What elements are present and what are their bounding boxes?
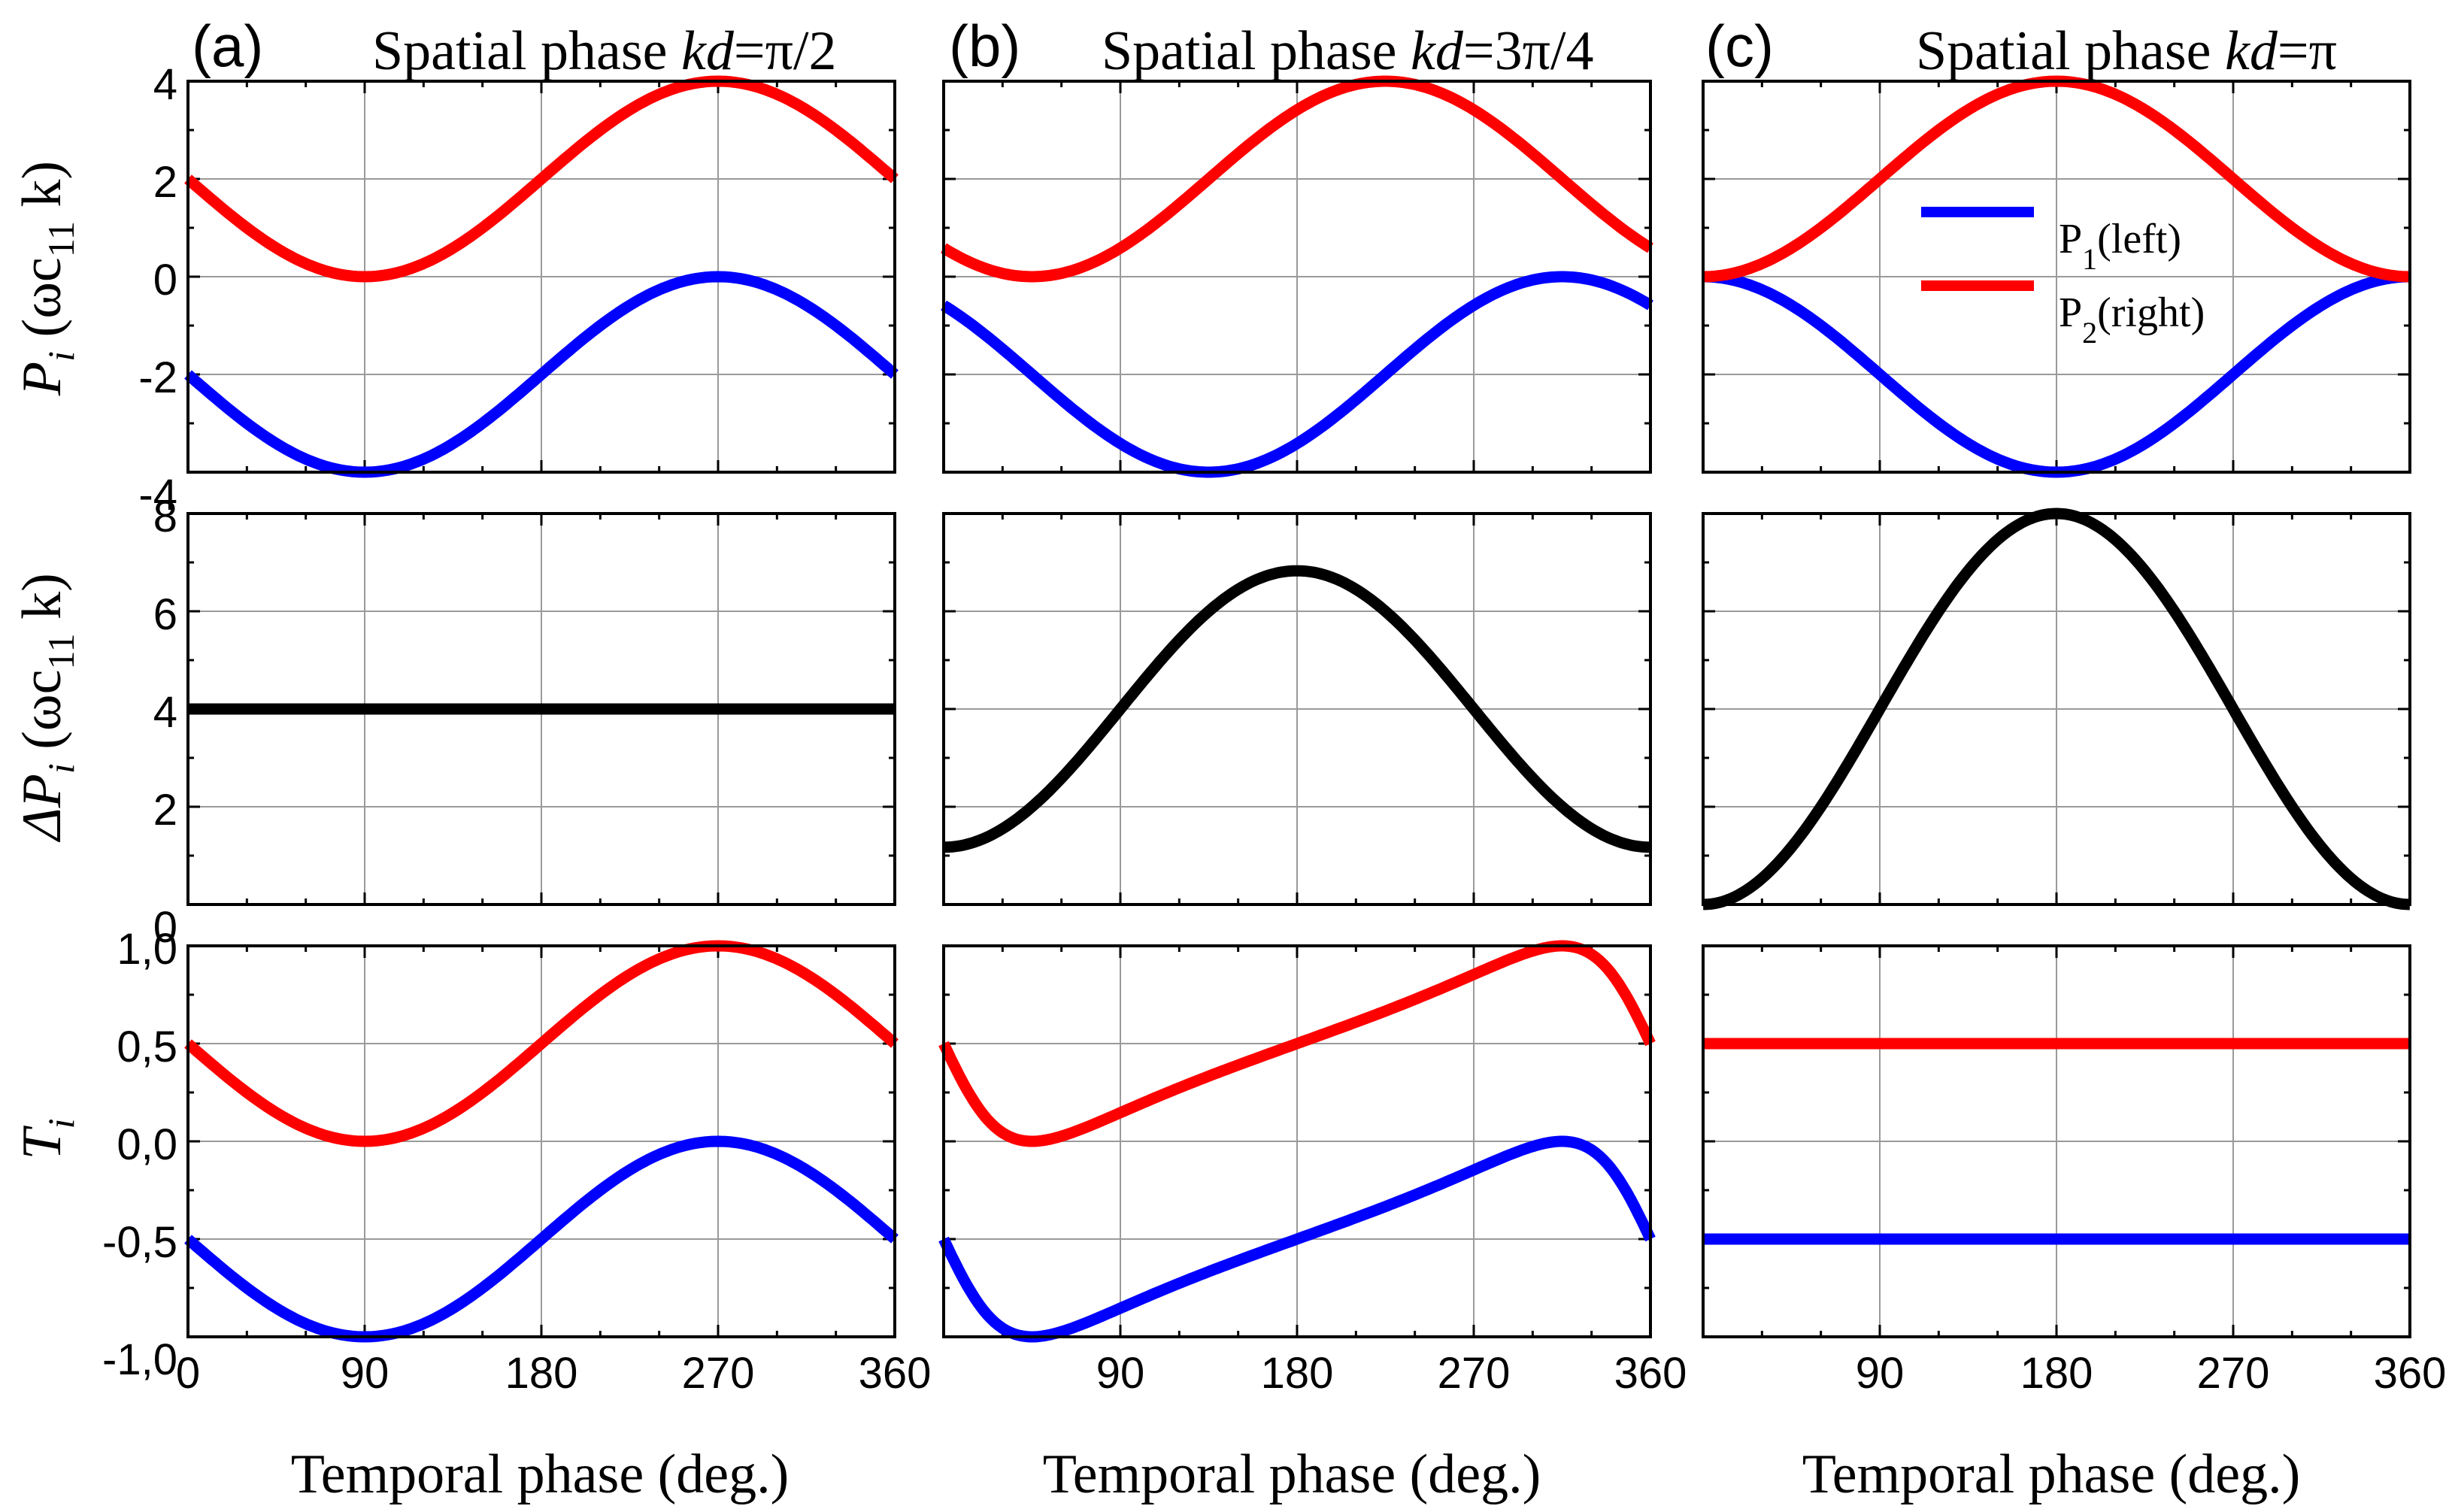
x-tick-label: 360 xyxy=(1614,1349,1687,1398)
y-tick-label: 8 xyxy=(153,492,177,541)
y-tick-label: 0 xyxy=(153,256,177,305)
x-tick-label: 0 xyxy=(176,1349,200,1398)
series-line-T1 xyxy=(184,1135,899,1343)
x-tick-label: 90 xyxy=(1096,1349,1145,1398)
x-tick-label: 360 xyxy=(859,1349,932,1398)
y-tick-label: 4 xyxy=(153,688,177,737)
row-2-ylabel: Ti xyxy=(11,1118,82,1159)
legend-p2-label: P2(right) xyxy=(2059,289,2205,350)
plot-frame xyxy=(1702,944,2411,1338)
x-tick-label: 270 xyxy=(1438,1349,1511,1398)
panel-b-title: Spatial phase kd=3π/4 xyxy=(1102,20,1594,82)
x-tick-label: 180 xyxy=(1261,1349,1334,1398)
y-tick-label: 2 xyxy=(153,158,177,207)
y-tick-label: -1,0 xyxy=(102,1335,177,1384)
y-tick-label: 6 xyxy=(153,590,177,639)
x-tick-label: 360 xyxy=(2374,1349,2447,1398)
y-tick-label: -0,5 xyxy=(102,1218,177,1267)
x-tick-label: 90 xyxy=(341,1349,389,1398)
panel-c-title: Spatial phase kd=π xyxy=(1916,20,2337,82)
plot-frame xyxy=(1702,512,2411,906)
series-line-T2 xyxy=(938,940,1656,1147)
panel-c-tag: (c) xyxy=(1705,13,1774,79)
x-tick-label: 270 xyxy=(2197,1349,2270,1398)
panel-2-0 xyxy=(1701,75,2412,478)
panel-2-1 xyxy=(1701,508,2412,911)
series-line-P2(right) xyxy=(184,75,899,283)
x-axis-title-a: Temporal phase (deg.) xyxy=(291,1444,790,1505)
legend: P1(left) P2(right) xyxy=(1921,207,2205,350)
panel-0-1: 8 6 4 2 0 xyxy=(153,492,897,952)
panel-1-1 xyxy=(941,512,1653,906)
x-tick-label: 90 xyxy=(1856,1349,1905,1398)
plot-frame xyxy=(942,512,1652,906)
x-tick-label: 270 xyxy=(682,1349,755,1398)
plot-frame xyxy=(186,80,896,474)
panel-b-tag: (b) xyxy=(949,13,1020,79)
panel-a-tag: (a) xyxy=(192,13,263,79)
series-line-P1(left) xyxy=(941,271,1653,478)
row-1-ylabel: ΔPi (ωc11 k) xyxy=(11,573,82,843)
series-line-T2 xyxy=(184,940,899,1147)
plot-frame xyxy=(186,944,896,1338)
panel-0-0: 4 2 0 -2 -4 xyxy=(138,60,899,520)
y-tick-label: 0,0 xyxy=(117,1120,177,1169)
plot-frame xyxy=(1702,80,2411,474)
x-tick-label: 180 xyxy=(505,1349,578,1398)
y-tick-label: 2 xyxy=(153,786,177,835)
y-tick-label: 4 xyxy=(153,60,177,109)
plot-frame xyxy=(942,944,1652,1338)
panel-1-2: 90 180 270 360 xyxy=(938,940,1687,1398)
plot-frame xyxy=(942,80,1652,474)
panel-2-2: 90 180 270 360 xyxy=(1701,944,2447,1398)
y-tick-label: 0,5 xyxy=(117,1023,177,1071)
plot-frame xyxy=(186,512,896,906)
panel-a-title: Spatial phase kd=π/2 xyxy=(372,20,837,82)
x-axis-title-b: Temporal phase (deg.) xyxy=(1043,1444,1541,1505)
legend-p1-label: P1(left) xyxy=(2059,216,2181,276)
panel-0-2: 1,0 0,5 0,0 -0,5 -1,00 90 180 270 360 xyxy=(102,925,931,1398)
series-line-P1(left) xyxy=(184,271,899,478)
y-tick-label: 0 xyxy=(153,903,177,952)
y-tick-label: 1,0 xyxy=(117,925,177,974)
y-tick-label: -2 xyxy=(138,353,177,402)
x-tick-label: 180 xyxy=(2020,1349,2093,1398)
x-axis-title-c: Temporal phase (deg.) xyxy=(1802,1444,2301,1505)
series-line-ΔP xyxy=(941,565,1653,853)
row-0-ylabel: Pi (ωc11 k) xyxy=(11,161,82,396)
y-tick-label: -4 xyxy=(138,471,177,520)
panel-1-0 xyxy=(941,75,1653,478)
series-line-T1 xyxy=(938,1135,1656,1343)
series-line-P2(right) xyxy=(941,75,1653,283)
